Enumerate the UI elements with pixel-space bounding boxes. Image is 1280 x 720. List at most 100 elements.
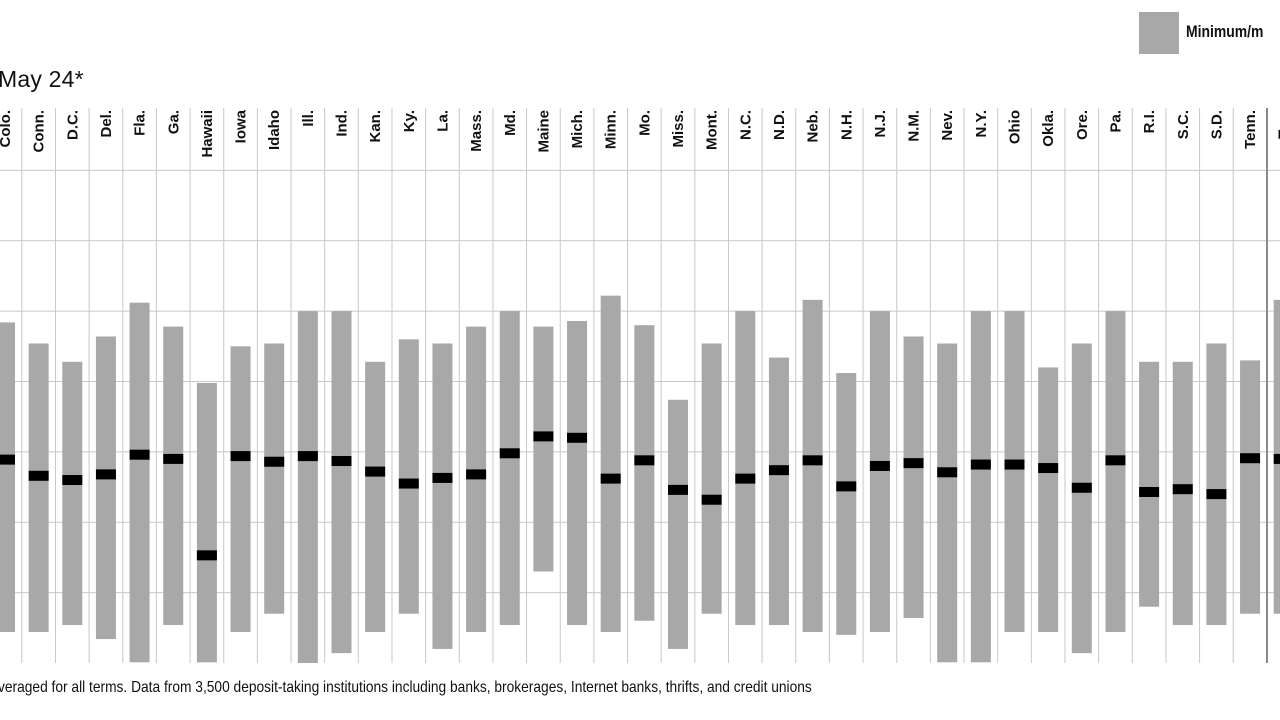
range-bar xyxy=(1206,343,1227,625)
category-label: Ohio xyxy=(1007,110,1024,144)
category-label: Pa. xyxy=(1107,110,1124,133)
average-marker xyxy=(466,469,487,480)
average-marker xyxy=(634,455,655,466)
average-marker xyxy=(533,431,554,442)
average-marker xyxy=(1240,453,1261,464)
category-label: Ill. xyxy=(300,110,317,127)
category-label: N.J. xyxy=(872,110,889,138)
range-bar xyxy=(62,361,83,625)
range-bar xyxy=(600,295,621,633)
category-label-layer: Colo. Conn. D.C. Del. Fla. Ga. Hawaii Iowa Idaho… xyxy=(0,109,1280,157)
average-marker xyxy=(903,458,924,469)
average-marker xyxy=(0,454,15,465)
average-marker xyxy=(567,432,588,443)
legend-swatch xyxy=(1139,12,1179,54)
average-marker xyxy=(1071,482,1092,493)
category-label: Neb. xyxy=(805,110,822,143)
category-label: Okla. xyxy=(1040,110,1057,147)
average-marker xyxy=(836,481,857,492)
category-label: Conn. xyxy=(31,110,48,153)
category-label: Colo. xyxy=(0,110,14,148)
category-label: S.C. xyxy=(1175,110,1192,139)
average-marker xyxy=(937,467,958,478)
category-label: Tenn. xyxy=(1242,110,1259,149)
category-label: La. xyxy=(434,110,451,132)
category-label: Mich. xyxy=(569,110,586,148)
category-label: Minn. xyxy=(603,110,620,149)
average-marker xyxy=(196,550,217,561)
average-marker xyxy=(668,484,688,495)
category-label: N.C. xyxy=(737,110,754,140)
category-label: Ky. xyxy=(401,110,418,132)
average-marker xyxy=(230,451,251,462)
category-label: N.D. xyxy=(771,110,788,140)
range-bar xyxy=(95,336,116,640)
average-marker xyxy=(1206,489,1227,500)
average-marker xyxy=(1105,455,1126,466)
category-label: Fla. xyxy=(132,110,149,136)
category-label: Ind. xyxy=(334,110,351,137)
category-label: Ore. xyxy=(1074,110,1091,140)
footnote: veraged for all terms. Data from 3,500 d… xyxy=(0,679,812,696)
average-marker xyxy=(1273,453,1280,464)
category-label: Mass. xyxy=(468,110,485,152)
average-marker xyxy=(768,465,789,476)
category-label: Iowa xyxy=(233,109,250,143)
category-label: Mont. xyxy=(704,110,721,150)
range-bar xyxy=(28,343,49,633)
marker-layer xyxy=(0,431,1280,561)
category-label: D.C. xyxy=(64,110,81,140)
average-marker xyxy=(1172,484,1193,495)
category-label: Nev. xyxy=(939,110,956,141)
range-bar xyxy=(768,357,789,625)
range-bar xyxy=(970,311,991,663)
average-marker xyxy=(28,470,49,481)
range-bar xyxy=(365,361,386,633)
range-bar xyxy=(836,373,857,635)
average-marker xyxy=(365,466,386,477)
category-label: N.M. xyxy=(906,110,923,142)
category-label: R.I. xyxy=(1141,110,1158,133)
average-marker xyxy=(129,449,150,460)
range-bar xyxy=(937,343,958,663)
bar-layer xyxy=(0,295,1280,663)
average-marker xyxy=(802,455,823,466)
range-bar xyxy=(903,336,924,618)
range-bar xyxy=(432,343,453,649)
average-marker xyxy=(398,478,419,489)
range-bar xyxy=(264,343,285,614)
average-marker xyxy=(264,456,285,467)
category-label: Hawaii xyxy=(199,110,216,158)
range-bar xyxy=(701,343,722,614)
range-bar xyxy=(735,311,756,625)
category-label: Kan. xyxy=(367,110,384,143)
category-label: S.D. xyxy=(1208,110,1225,139)
average-marker xyxy=(970,459,991,470)
average-marker xyxy=(163,453,184,464)
category-label: Mo. xyxy=(636,110,653,136)
average-marker xyxy=(600,473,621,484)
range-bar xyxy=(0,322,15,633)
range-bar xyxy=(129,302,150,663)
chart-title: May 24* xyxy=(0,66,84,92)
average-marker xyxy=(1139,486,1160,497)
range-chart: Colo. Conn. D.C. Del. Fla. Ga. Hawaii Iowa Idaho… xyxy=(0,108,1280,663)
range-bar xyxy=(230,346,251,633)
range-bar xyxy=(668,399,688,649)
average-marker xyxy=(735,473,756,484)
average-marker xyxy=(331,456,352,467)
range-bar xyxy=(1139,361,1160,607)
average-marker xyxy=(1004,459,1025,470)
category-label: Md. xyxy=(502,110,519,136)
range-bar xyxy=(634,325,655,621)
range-bar xyxy=(802,299,823,633)
range-bar xyxy=(163,326,184,625)
average-marker xyxy=(1038,463,1059,474)
range-bar xyxy=(533,326,554,572)
range-bar xyxy=(869,311,890,633)
category-label: Ga. xyxy=(165,110,182,134)
range-bar xyxy=(567,320,588,625)
range-bar xyxy=(398,339,419,614)
range-bar xyxy=(499,311,520,625)
category-label: Idaho xyxy=(266,110,283,150)
